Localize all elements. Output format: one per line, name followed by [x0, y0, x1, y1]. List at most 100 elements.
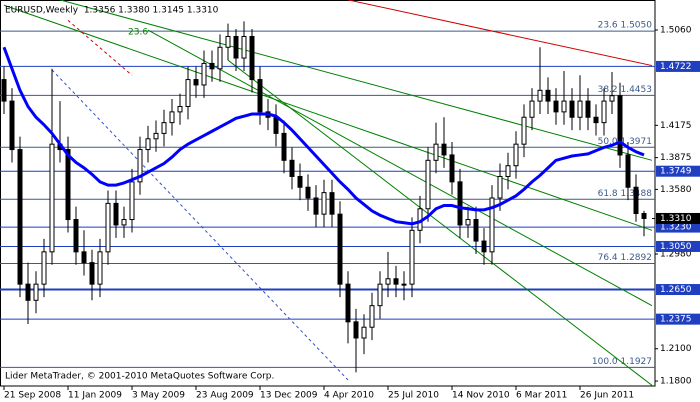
- candle-body: [545, 89, 551, 102]
- candle-body: [257, 79, 263, 113]
- plot-area: [0, 0, 656, 387]
- candle-body: [81, 251, 87, 264]
- x-tick-label: 26 Jun 2011: [580, 391, 634, 401]
- candle-body: [401, 283, 407, 286]
- y-tick-label: 1.4175: [660, 121, 692, 131]
- x-tick-label: 4 Apr 2010: [324, 391, 374, 401]
- candle-body: [641, 213, 647, 219]
- current-price-label: 1.3310: [660, 214, 692, 224]
- candle-body: [129, 181, 135, 221]
- candle-body: [65, 149, 71, 221]
- candle-body: [105, 202, 111, 253]
- footer: Lider MetaTrader, © 2001-2010 MetaQuotes…: [5, 372, 274, 382]
- candle-body: [489, 197, 495, 253]
- candle-body: [233, 36, 239, 59]
- candle-body: [521, 116, 527, 145]
- candle-body: [433, 143, 439, 161]
- candle-body: [313, 197, 319, 215]
- candle-body: [473, 219, 479, 242]
- candle-body: [25, 283, 31, 301]
- moving-average: [2, 46, 645, 226]
- fib-label: 38.2 1.4453: [598, 85, 652, 95]
- candle-body: [425, 159, 431, 210]
- candle-body: [569, 100, 575, 118]
- candle-body: [41, 251, 47, 285]
- x-tick-label: 21 Sep 2008: [4, 391, 61, 401]
- y-tick-label: 1.2100: [660, 344, 692, 354]
- candle-body: [625, 154, 631, 188]
- trendline: [227, 59, 653, 386]
- candle-body: [593, 116, 599, 124]
- candle-body: [577, 100, 583, 118]
- x-tick-label: 25 Jul 2010: [388, 391, 439, 401]
- price-box: [656, 313, 700, 325]
- price-box-label: 1.4722: [660, 62, 692, 72]
- trendline: [67, 19, 133, 76]
- candle-body: [329, 192, 335, 215]
- candle-body: [177, 105, 183, 113]
- candle-body: [273, 116, 279, 134]
- candle-body: [505, 165, 511, 177]
- trendline: [3, 4, 653, 231]
- price-box: [656, 60, 700, 72]
- candle-body: [161, 122, 167, 134]
- x-tick-label: 23 Aug 2009: [196, 391, 254, 401]
- price-box: [656, 165, 700, 177]
- candle-body: [633, 186, 639, 215]
- candle-body: [361, 326, 367, 339]
- x-tick-label: 14 Nov 2010: [452, 391, 510, 401]
- plot-layer: 23.6 1.5050 38.2 1.4453 50.0 1.3971 61.8 1.…: [0, 0, 655, 386]
- candle-body: [481, 240, 487, 253]
- price-box: [656, 221, 700, 233]
- candle-body: [353, 321, 359, 339]
- x-tick-label: 3 May 2009: [132, 391, 185, 401]
- annotation: 23.6: [128, 28, 148, 38]
- candle-body: [89, 262, 95, 285]
- candle-body: [617, 95, 623, 156]
- candle-body: [225, 36, 231, 48]
- trendline: [147, 29, 653, 307]
- candle-body: [209, 62, 215, 70]
- candle-body: [1, 79, 7, 102]
- candle-body: [153, 132, 159, 140]
- y-tick-label: 1.5060: [660, 26, 692, 36]
- candle-body: [337, 213, 343, 285]
- price-box-label: 1.3749: [660, 167, 692, 177]
- price-box-label: 1.3050: [660, 242, 692, 252]
- candle-body: [409, 229, 415, 285]
- candle-body: [289, 159, 295, 177]
- candle-body: [513, 143, 519, 167]
- price-box-label: 1.2375: [660, 315, 692, 325]
- candle-body: [9, 100, 15, 151]
- candle-body: [377, 283, 383, 307]
- x-tick-label: 6 Mar 2011: [516, 391, 567, 401]
- candle-body: [561, 100, 567, 113]
- candle-body: [185, 79, 191, 107]
- fib-label: 50.0 1.3971: [598, 137, 652, 147]
- candle-body: [529, 100, 535, 118]
- y-tick-label: 1.2980: [660, 249, 692, 259]
- candle-body: [73, 219, 79, 253]
- candle-body: [249, 36, 255, 81]
- current-price-box: [656, 212, 700, 224]
- candle-body: [553, 100, 559, 113]
- y-tick-label: 1.3875: [660, 153, 692, 163]
- candle-body: [497, 175, 503, 199]
- x-tick-label: 11 Jan 2009: [68, 391, 122, 401]
- candle-body: [297, 175, 303, 188]
- price-box: [656, 240, 700, 252]
- fib-label: 61.8 1.3488: [598, 189, 653, 199]
- candle-body: [609, 95, 615, 102]
- candle-body: [441, 143, 447, 156]
- candle-body: [393, 278, 399, 285]
- candle-body: [17, 149, 23, 285]
- candle-body: [369, 305, 375, 328]
- candle-body: [585, 100, 591, 118]
- price-box-label: 1.3230: [660, 223, 692, 233]
- candle-body: [281, 132, 287, 161]
- price-box-label: 1.2650: [660, 285, 692, 295]
- price-box: [656, 284, 700, 296]
- fib-label: 76.4 1.2892: [598, 253, 652, 263]
- candle-body: [601, 100, 607, 124]
